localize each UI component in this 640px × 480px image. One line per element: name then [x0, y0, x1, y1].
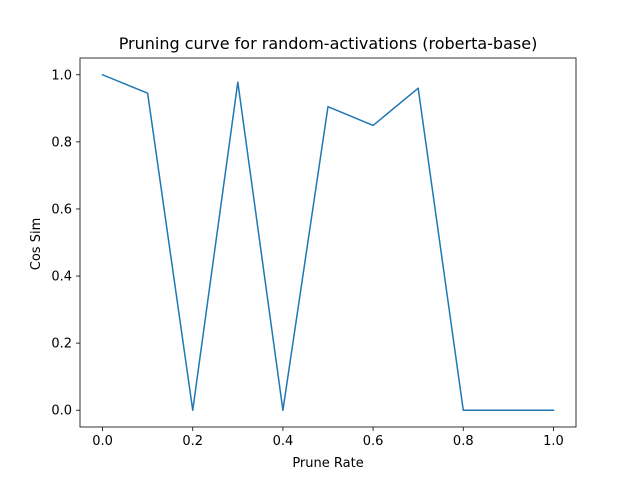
series-line: [101, 73, 555, 411]
x-axis-label: Prune Rate: [292, 456, 363, 471]
plot-area: [79, 57, 577, 428]
y-tick-label: 1.0: [51, 68, 72, 83]
x-tick-label: 0.2: [182, 434, 203, 449]
y-tick-label: 0.8: [51, 135, 72, 150]
x-tick-label: 0.8: [453, 434, 474, 449]
y-axis-ticks: 0.0 0.2 0.4 0.6 0.8 1.0: [51, 68, 80, 419]
x-tick-label: 0.0: [92, 434, 113, 449]
x-axis-ticks: 0.0 0.2 0.4 0.6 0.8 1.0: [92, 427, 564, 449]
y-tick-label: 0.2: [51, 337, 72, 352]
y-axis-label: Cos Sim: [29, 218, 44, 270]
x-tick-label: 0.4: [273, 434, 294, 449]
x-tick-label: 0.6: [363, 434, 384, 449]
y-tick-label: 0.0: [51, 404, 72, 419]
chart-title: Pruning curve for random-activations (ro…: [119, 34, 538, 53]
x-tick-label: 1.0: [543, 434, 564, 449]
y-tick-label: 0.4: [51, 270, 72, 285]
axes-frame: [79, 57, 577, 428]
y-tick-label: 0.6: [51, 202, 72, 217]
